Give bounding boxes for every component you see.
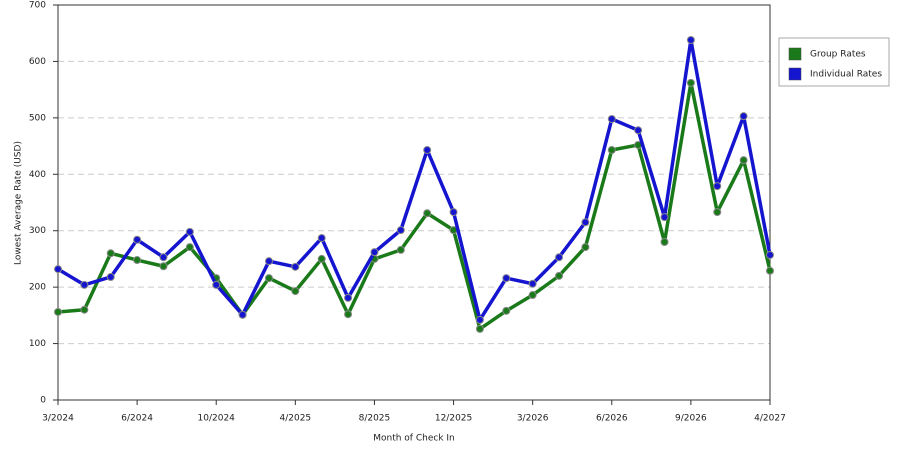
y-tick-label: 0 (40, 396, 46, 406)
data-point (449, 208, 458, 217)
data-point (317, 234, 326, 243)
data-point (396, 245, 405, 254)
data-point (634, 126, 643, 135)
data-point (238, 310, 247, 319)
x-tick-label: 4/2025 (279, 414, 311, 424)
x-tick-label: 3/2024 (42, 414, 74, 424)
data-point (607, 114, 616, 123)
series-line (57, 38, 772, 322)
y-tick-label: 200 (29, 283, 46, 293)
data-point (80, 280, 89, 289)
data-point (713, 208, 722, 217)
data-point (555, 271, 564, 280)
data-point (713, 182, 722, 191)
data-point (686, 35, 695, 44)
legend-swatch (788, 67, 802, 81)
data-point (475, 315, 484, 324)
x-tick-label: 4/2027 (754, 414, 786, 424)
x-tick-label: 3/2026 (517, 414, 549, 424)
legend-label: Individual Rates (810, 70, 882, 80)
data-point (739, 156, 748, 165)
legend-label: Group Rates (810, 50, 866, 60)
data-point (264, 257, 273, 266)
data-point (344, 293, 353, 302)
data-point (106, 272, 115, 281)
data-point (133, 256, 142, 265)
data-point (766, 250, 774, 259)
plot-frame (57, 4, 771, 401)
data-point (502, 306, 511, 315)
x-tick-label: 8/2025 (359, 414, 391, 424)
y-tick-label: 100 (29, 339, 46, 349)
data-point (581, 218, 590, 227)
data-point (159, 262, 168, 271)
data-point (291, 287, 300, 296)
data-point (344, 310, 353, 319)
data-point (607, 146, 616, 155)
data-point (291, 262, 300, 271)
data-point (185, 227, 194, 236)
x-tick-label: 6/2024 (121, 414, 153, 424)
data-point (766, 266, 774, 275)
y-tick-label: 700 (29, 1, 46, 11)
x-tick-label: 12/2025 (435, 414, 472, 424)
y-tick-label: 500 (29, 113, 46, 123)
data-point (660, 213, 669, 222)
data-point (80, 305, 89, 314)
data-point (54, 307, 62, 316)
data-point (528, 279, 537, 288)
data-point (159, 253, 168, 262)
data-point (423, 209, 432, 218)
legend-swatch (788, 47, 802, 61)
data-point (528, 291, 537, 300)
data-point (133, 235, 142, 244)
data-point (555, 253, 564, 262)
x-tick-label: 9/2026 (675, 414, 707, 424)
data-point (739, 112, 748, 121)
x-tick-label: 10/2024 (198, 414, 236, 424)
y-tick-label: 300 (29, 226, 46, 236)
y-tick-label: 400 (29, 170, 46, 180)
data-point (475, 324, 484, 333)
data-point (370, 248, 379, 257)
y-tick-label: 600 (29, 57, 46, 67)
data-point (54, 265, 62, 274)
data-point (660, 238, 669, 246)
data-point (264, 274, 273, 283)
data-point (502, 274, 511, 283)
data-point (581, 243, 590, 252)
data-point (212, 280, 221, 289)
x-axis-label: Month of Check In (373, 434, 455, 444)
data-point (423, 146, 432, 155)
x-tick-label: 6/2026 (596, 414, 628, 424)
y-axis-label: Lowest Average Rate (USD) (14, 141, 24, 265)
data-point (106, 249, 115, 258)
data-point (686, 78, 695, 87)
data-point (317, 254, 326, 263)
data-point (396, 226, 405, 235)
series-line (57, 81, 772, 331)
data-point (185, 243, 194, 252)
